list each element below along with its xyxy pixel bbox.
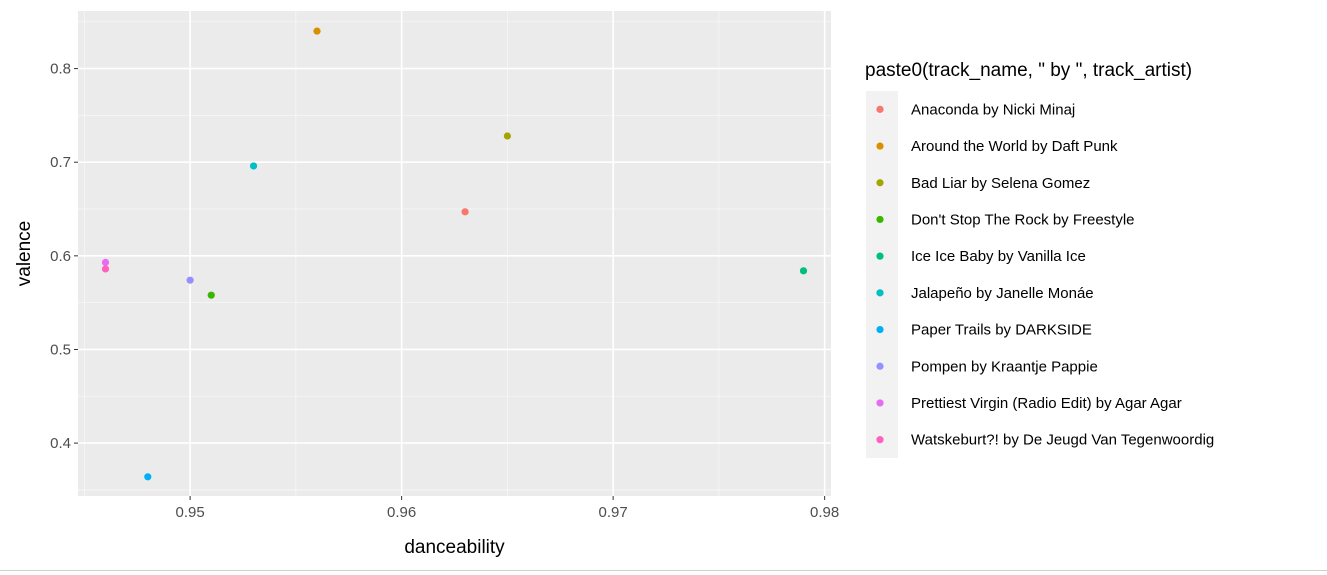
legend-label: Jalapeño by Janelle Monáe	[911, 285, 1094, 302]
data-point	[461, 208, 469, 216]
data-point	[249, 162, 258, 170]
x-tick-label: 0.96	[387, 504, 416, 521]
legend-key	[876, 105, 884, 113]
legend-key	[876, 179, 884, 187]
data-point	[101, 265, 110, 273]
legend-key	[876, 142, 884, 150]
legend-label: Paper Trails by DARKSIDE	[911, 322, 1092, 339]
legend-label: Bad Liar by Selena Gomez	[911, 175, 1090, 192]
legend-items: Anaconda by Nicki Minaj Around the World …	[866, 91, 1214, 458]
legend-label: Don't Stop The Rock by Freestyle	[911, 211, 1135, 228]
data-point	[186, 276, 194, 284]
x-axis-ticks: 0.95 0.96 0.97 0.98	[176, 496, 839, 521]
legend-title: paste0(track_name, " by ", track_artist)	[865, 60, 1192, 81]
bottom-divider	[0, 570, 1327, 571]
legend-key	[876, 436, 884, 444]
y-tick-label: 0.4	[50, 435, 71, 452]
legend-key	[876, 399, 884, 407]
x-tick-label: 0.97	[599, 504, 628, 521]
minor-gridlines	[78, 11, 831, 496]
data-point	[799, 267, 808, 275]
data-point	[101, 258, 110, 266]
legend-label: Pompen by Kraantje Pappie	[911, 358, 1098, 375]
y-tick-label: 0.8	[50, 61, 71, 78]
legend: paste0(track_name, " by ", track_artist)…	[865, 60, 1214, 458]
data-point	[503, 132, 511, 140]
legend-key	[876, 252, 884, 260]
data-points	[101, 27, 808, 481]
y-tick-label: 0.7	[50, 154, 71, 171]
major-gridlines	[78, 11, 831, 496]
legend-label: Anaconda by Nicki Minaj	[911, 101, 1075, 118]
legend-key	[876, 289, 884, 297]
data-point	[313, 27, 321, 35]
legend-key	[876, 362, 884, 370]
legend-label: Around the World by Daft Punk	[911, 138, 1118, 155]
legend-label: Ice Ice Baby by Vanilla Ice	[911, 248, 1086, 265]
legend-key	[876, 325, 884, 334]
legend-key	[876, 215, 884, 224]
plot-panel	[78, 11, 831, 496]
y-axis-ticks: 0.4 0.5 0.6 0.7 0.8	[50, 61, 78, 452]
data-point	[207, 291, 215, 299]
x-axis-title: danceability	[404, 537, 505, 558]
y-tick-label: 0.6	[50, 248, 71, 265]
y-tick-label: 0.5	[50, 341, 71, 358]
x-tick-label: 0.95	[176, 504, 205, 521]
x-tick-label: 0.98	[810, 504, 839, 521]
legend-label: Prettiest Virgin (Radio Edit) by Agar Ag…	[911, 395, 1182, 412]
legend-key-background	[866, 91, 898, 458]
y-axis-title: valence	[14, 221, 35, 287]
data-point	[144, 473, 152, 481]
legend-label: Watskeburt?! by De Jeugd Van Tegenwoordi…	[911, 432, 1214, 449]
